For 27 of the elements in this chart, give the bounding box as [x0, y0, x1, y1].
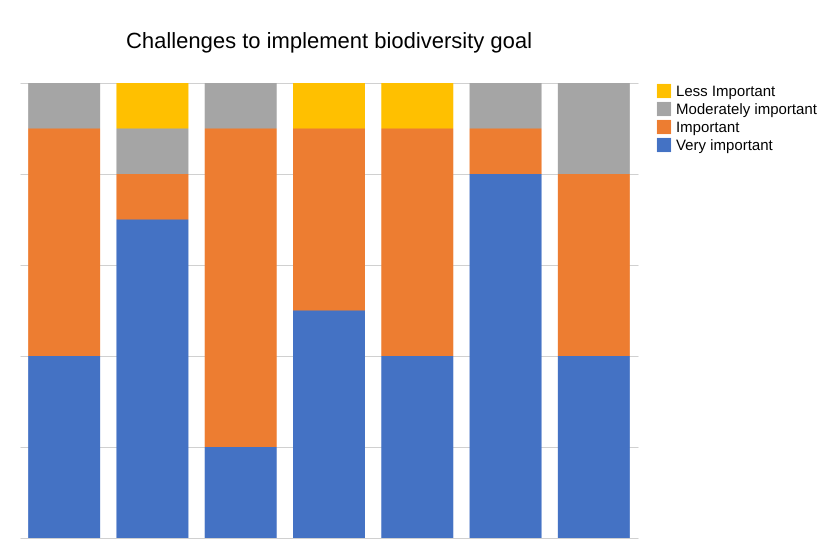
bar [381, 128, 454, 356]
bar [381, 356, 454, 538]
bar [116, 83, 188, 128]
bar [558, 356, 630, 538]
bar [558, 174, 630, 356]
legend-label: Less Important [676, 83, 776, 100]
bar [28, 356, 100, 538]
bar [28, 83, 100, 128]
bar [116, 220, 188, 538]
bar [116, 128, 188, 174]
legend-label: Very important [676, 137, 774, 154]
bar [204, 128, 277, 447]
bar [293, 83, 365, 128]
legend-label: Important [676, 119, 740, 136]
bar [293, 310, 365, 538]
bar [204, 447, 277, 538]
bar [204, 83, 277, 128]
bar [381, 83, 454, 128]
bar [28, 128, 100, 356]
bar [470, 83, 542, 128]
bar [116, 174, 188, 220]
bar [293, 128, 365, 310]
bar [470, 128, 542, 174]
bar [558, 83, 630, 174]
legend-label: Moderately important [676, 101, 818, 118]
chart-title: Challenges to implement biodiversity goal [126, 28, 532, 53]
bar [470, 174, 542, 538]
